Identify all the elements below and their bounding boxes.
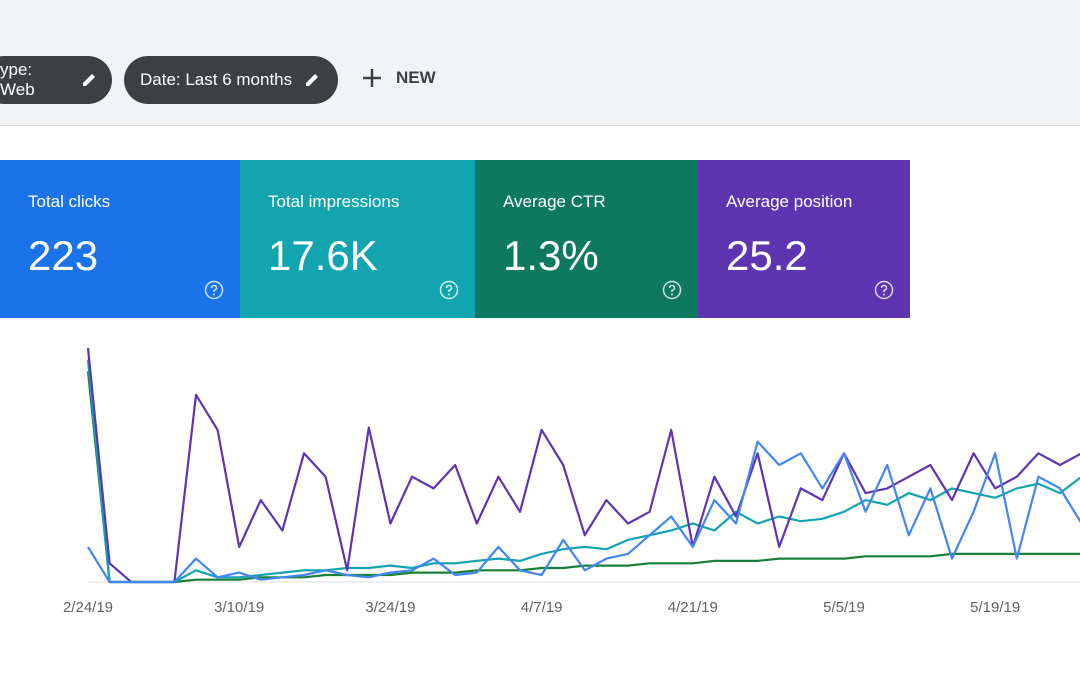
x-tick-label: 4/7/19 xyxy=(521,599,563,616)
edit-icon xyxy=(82,74,95,86)
metric-label: Average position xyxy=(726,192,853,211)
filter-chip[interactable]: ype: Web xyxy=(0,56,112,104)
plus-icon xyxy=(363,69,381,87)
metric-value: 1.3% xyxy=(503,232,599,279)
series-line xyxy=(86,359,1080,584)
edit-icon xyxy=(306,74,319,86)
metric-value: 223 xyxy=(28,232,99,279)
metric-label: Average CTR xyxy=(503,192,606,211)
x-tick-label: 3/24/19 xyxy=(365,599,415,616)
series-line xyxy=(86,347,1080,584)
help-icon[interactable] xyxy=(662,280,682,300)
chip-label: ype: Web xyxy=(0,60,35,99)
x-tick-label: 3/10/19 xyxy=(214,599,264,616)
help-icon[interactable] xyxy=(204,280,224,300)
metric-card[interactable]: Average CTR 1.3% xyxy=(475,160,698,318)
x-tick-label: 4/21/19 xyxy=(668,599,718,616)
x-tick-label: 5/19/19 xyxy=(970,599,1020,616)
metric-label: Total clicks xyxy=(28,192,111,211)
series-line xyxy=(86,371,1080,584)
metric-value: 25.2 xyxy=(726,232,808,279)
x-tick-label: 2/24/19 xyxy=(63,599,113,616)
toolbar: ype: Web Date: Last 6 months NEW xyxy=(0,0,1080,126)
help-icon[interactable] xyxy=(874,280,894,300)
metric-card[interactable]: Total clicks 223 xyxy=(0,160,240,318)
chart: 2/24/19 3/10/19 3/24/19 4/7/19 4/21/19 5/5/19… xyxy=(63,347,1080,616)
metric-card[interactable]: Total impressions 17.6K xyxy=(240,160,475,318)
metric-label: Total impressions xyxy=(268,192,400,211)
new-label: NEW xyxy=(396,68,436,87)
new-button[interactable]: NEW xyxy=(362,68,436,88)
metric-value: 17.6K xyxy=(268,232,378,279)
metric-card[interactable]: Average position 25.2 xyxy=(698,160,910,318)
series-line xyxy=(87,440,1080,584)
chip-label: Date: Last 6 months xyxy=(140,70,293,89)
filter-chip[interactable]: Date: Last 6 months xyxy=(124,56,338,104)
help-icon[interactable] xyxy=(439,280,459,300)
x-tick-label: 5/5/19 xyxy=(823,599,865,616)
